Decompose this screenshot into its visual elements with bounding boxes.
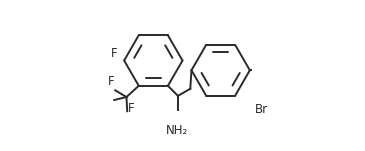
Text: Br: Br xyxy=(255,103,268,116)
Text: F: F xyxy=(128,102,134,115)
Text: F: F xyxy=(108,75,115,88)
Text: NH₂: NH₂ xyxy=(166,124,188,137)
Text: F: F xyxy=(111,47,118,60)
